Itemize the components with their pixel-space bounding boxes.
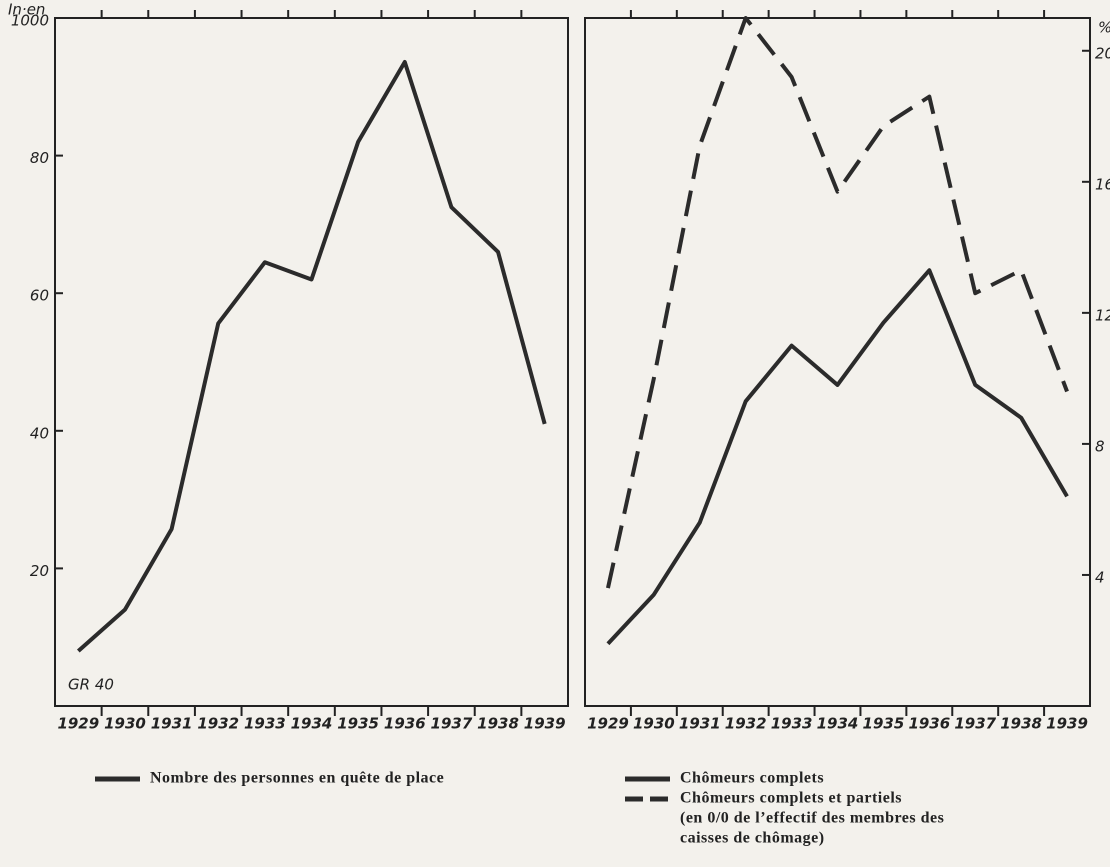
y-tick-label: 4: [1095, 568, 1105, 586]
legend-label: Nombre des personnes en quête de place: [150, 770, 444, 787]
y-tick-label: 20: [30, 562, 49, 580]
x-tick-label: 1937: [954, 715, 996, 733]
x-tick-label: 1934: [291, 715, 333, 733]
x-tick-label: 1929: [57, 715, 99, 733]
x-tick-label: 1937: [431, 715, 473, 733]
legend-label: Chômeurs complets: [680, 770, 824, 787]
y-tick-label: 20: [1095, 44, 1110, 62]
x-tick-label: 1931: [151, 715, 193, 733]
legend-note: caisses de chômage): [680, 830, 825, 847]
x-tick-label: 1935: [863, 715, 905, 733]
x-tick-label: 1929: [587, 715, 629, 733]
y-tick-label: 1000: [11, 12, 49, 30]
line: [606, 268, 1069, 646]
x-tick-label: 1934: [817, 715, 859, 733]
legend-label: Chômeurs complets et partiels: [680, 790, 902, 807]
x-tick-label: 1935: [337, 715, 379, 733]
x-tick-label: 1933: [244, 715, 286, 733]
y-axis-label: %: [1098, 19, 1110, 37]
x-tick-label: 1932: [197, 715, 239, 733]
y-tick-label: 60: [30, 287, 49, 305]
x-tick-label: 1938: [1000, 715, 1042, 733]
line: [76, 60, 547, 653]
legend-note: (en 0/0 de l’effectif des membres des: [680, 810, 944, 827]
x-tick-label: 1939: [1046, 715, 1088, 733]
x-tick-label: 1936: [908, 715, 950, 733]
y-tick-label: 16: [1095, 175, 1110, 193]
x-tick-label: 1938: [477, 715, 519, 733]
x-tick-label: 1936: [384, 715, 426, 733]
y-tick-label: 12: [1095, 306, 1110, 324]
plot-frame: [584, 17, 1091, 707]
plot-frame: [54, 17, 569, 707]
x-tick-label: 1931: [679, 715, 721, 733]
annotation: GR 40: [68, 676, 114, 694]
line: [606, 16, 1069, 589]
x-tick-label: 1932: [725, 715, 767, 733]
x-tick-label: 1930: [104, 715, 146, 733]
x-tick-label: 1930: [633, 715, 675, 733]
y-tick-label: 80: [30, 149, 49, 167]
x-tick-label: 1933: [771, 715, 813, 733]
x-tick-label: 1939: [524, 715, 566, 733]
y-axis-label: In·en: [8, 1, 45, 19]
y-tick-label: 40: [30, 424, 49, 442]
y-tick-label: 8: [1095, 437, 1105, 455]
